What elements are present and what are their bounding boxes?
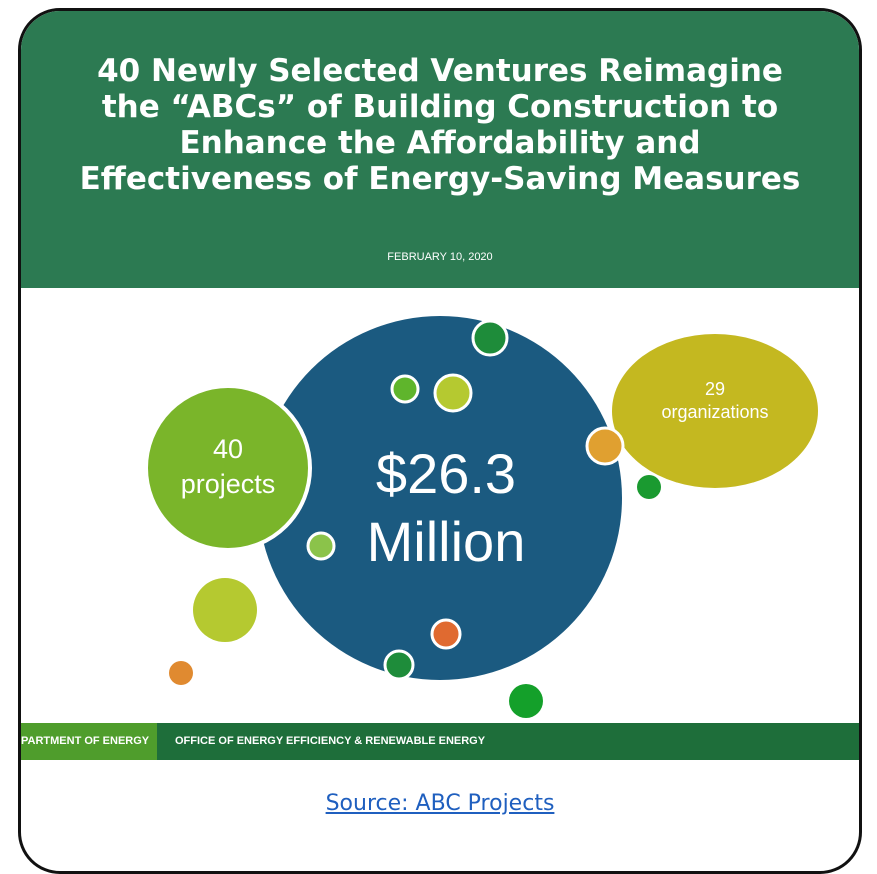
bubbles: 40 projects $26.3 Million 29 organizatio… [144, 316, 818, 718]
page: 40 Newly Selected Ventures Reimagine the… [18, 8, 862, 874]
footer-right: OFFICE OF ENERGY EFFICIENCY & RENEWABLE … [175, 735, 486, 747]
big-bubble [258, 316, 622, 680]
date: FEBRUARY 10, 2020 [387, 251, 493, 263]
organizations-label: organizations [661, 402, 768, 422]
amount-unit: Million [367, 510, 526, 573]
dot [390, 374, 420, 404]
organizations-number: 29 [705, 379, 725, 399]
title-line: Enhance the Affordability and [179, 125, 701, 161]
header: 40 Newly Selected Ventures Reimagine the… [21, 11, 859, 288]
dot [637, 475, 661, 499]
dot [471, 319, 509, 357]
dot [169, 661, 193, 685]
projects-label: projects [181, 469, 276, 499]
dot [306, 531, 336, 561]
projects-number: 40 [213, 434, 243, 464]
source-link[interactable]: Source: ABC Projects [325, 791, 555, 816]
title-line: 40 Newly Selected Ventures Reimagine [97, 53, 783, 89]
card: 40 Newly Selected Ventures Reimagine the… [18, 8, 862, 874]
dot [509, 684, 543, 718]
dot [430, 618, 462, 650]
dot [433, 373, 473, 413]
amount: $26.3 [376, 442, 516, 505]
dot [383, 649, 415, 681]
footer-left: PARTMENT OF ENERGY [21, 723, 157, 760]
title-line: Effectiveness of Energy-Saving Measures [79, 161, 801, 197]
projects-bubble [144, 384, 312, 552]
dot [585, 426, 625, 466]
footer: PARTMENT OF ENERGY OFFICE OF ENERGY EFFI… [21, 723, 859, 760]
organizations-bubble [612, 334, 818, 488]
title: 40 Newly Selected Ventures Reimagine the… [21, 53, 859, 197]
dot [193, 578, 257, 642]
title-line: the “ABCs” of Building Construction to [101, 89, 779, 125]
